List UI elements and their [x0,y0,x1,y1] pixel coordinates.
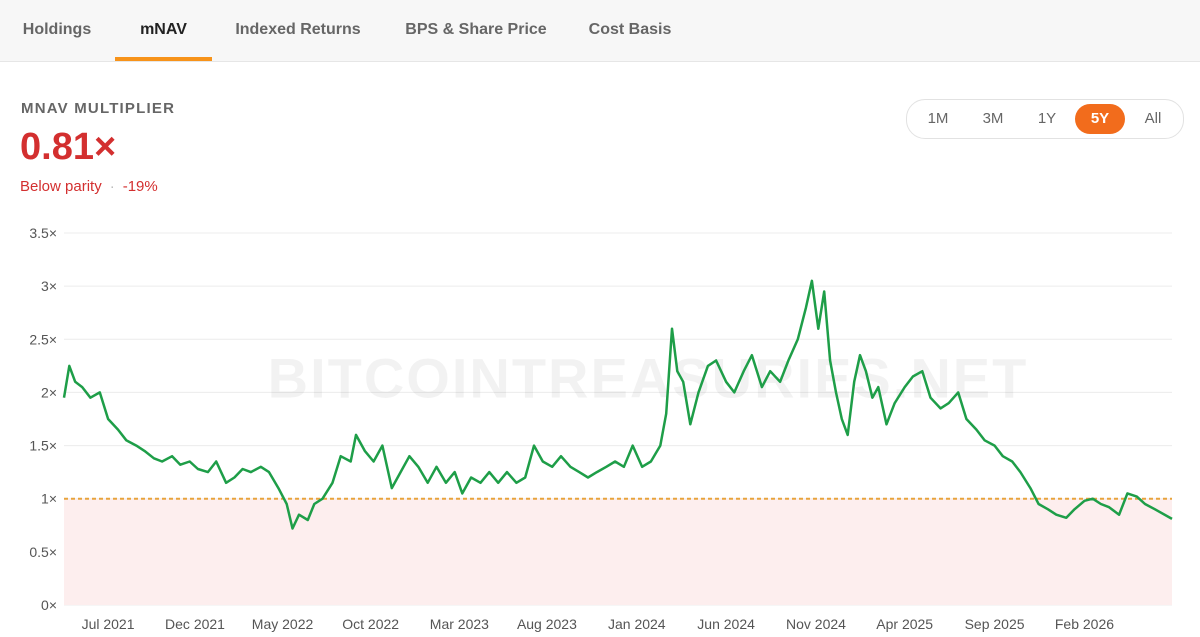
y-tick-label: 0.5× [29,544,57,560]
y-tick-label: 3.5× [29,225,57,241]
parity-status: Below parity [20,178,102,195]
x-tick-label: May 2022 [252,616,314,632]
x-tick-label: Nov 2024 [786,616,846,632]
y-tick-label: 2.5× [29,331,57,347]
range-5y-button[interactable]: 5Y [1075,104,1125,134]
tab-indexed-returns[interactable]: Indexed Returns [235,21,361,38]
tab-bps-share-price[interactable]: BPS & Share Price [405,21,547,38]
y-tick-label: 1.5× [29,438,57,454]
tab-mnav[interactable]: mNAV [140,21,187,38]
x-tick-label: Aug 2023 [517,616,577,632]
metric-label: MNAV MULTIPLIER [21,100,176,117]
tab-cost-basis[interactable]: Cost Basis [588,21,672,38]
range-3m-button[interactable]: 3M [982,110,1004,127]
y-tick-label: 1× [41,491,57,507]
x-tick-label: Oct 2022 [342,616,399,632]
x-tick-label: Mar 2023 [430,616,489,632]
x-tick-label: Jan 2024 [608,616,666,632]
tab-bar: Holdings mNAV Indexed Returns BPS & Shar… [0,0,1200,62]
range-1m-button[interactable]: 1M [927,110,949,127]
mnav-series-line [62,279,1173,530]
separator-dot: · [109,178,115,195]
range-all-button[interactable]: All [1144,110,1162,127]
metric-subline: Below parity · -19% [20,178,158,195]
y-tick-label: 3× [41,278,57,294]
y-tick-label: 0× [41,597,57,613]
x-tick-label: Jul 2021 [82,616,135,632]
x-tick-label: Apr 2025 [876,616,933,632]
metric-value: 0.81× [20,126,117,168]
below-parity-area [64,498,1172,605]
range-1y-button[interactable]: 1Y [1037,110,1057,127]
x-tick-label: Sep 2025 [965,616,1025,632]
y-tick-label: 2× [41,384,57,400]
active-tab-indicator [115,57,212,61]
tab-holdings[interactable]: Holdings [22,21,92,38]
percent-change: -19% [122,178,158,195]
time-range-selector: 1M 3M 1Y 5Y All [906,99,1184,139]
mnav-chart: BITCOINTREASURIES.NET 0× 0.5× 1× 1.5× 2× 2.5×… [29,225,1173,632]
watermark: BITCOINTREASURIES.NET [268,347,1029,410]
x-tick-label: Jun 2024 [697,616,755,632]
x-tick-label: Feb 2026 [1055,616,1114,632]
x-tick-label: Dec 2021 [165,616,225,632]
